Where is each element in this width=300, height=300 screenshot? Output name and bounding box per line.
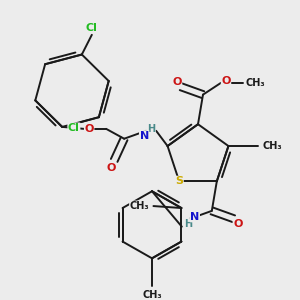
Text: N: N [140, 131, 149, 141]
Text: O: O [172, 77, 182, 87]
Text: H: H [147, 124, 155, 134]
Text: N: N [190, 212, 200, 222]
Text: O: O [85, 124, 94, 134]
Text: O: O [106, 163, 116, 173]
Text: CH₃: CH₃ [245, 78, 265, 88]
Text: CH₃: CH₃ [262, 141, 282, 151]
Text: S: S [175, 176, 183, 186]
Text: CH₃: CH₃ [130, 201, 149, 211]
Text: CH₃: CH₃ [142, 290, 162, 300]
Text: Cl: Cl [68, 123, 80, 133]
Text: O: O [233, 219, 242, 229]
Text: O: O [221, 76, 231, 86]
Text: Cl: Cl [86, 23, 98, 33]
Text: H: H [184, 219, 192, 229]
